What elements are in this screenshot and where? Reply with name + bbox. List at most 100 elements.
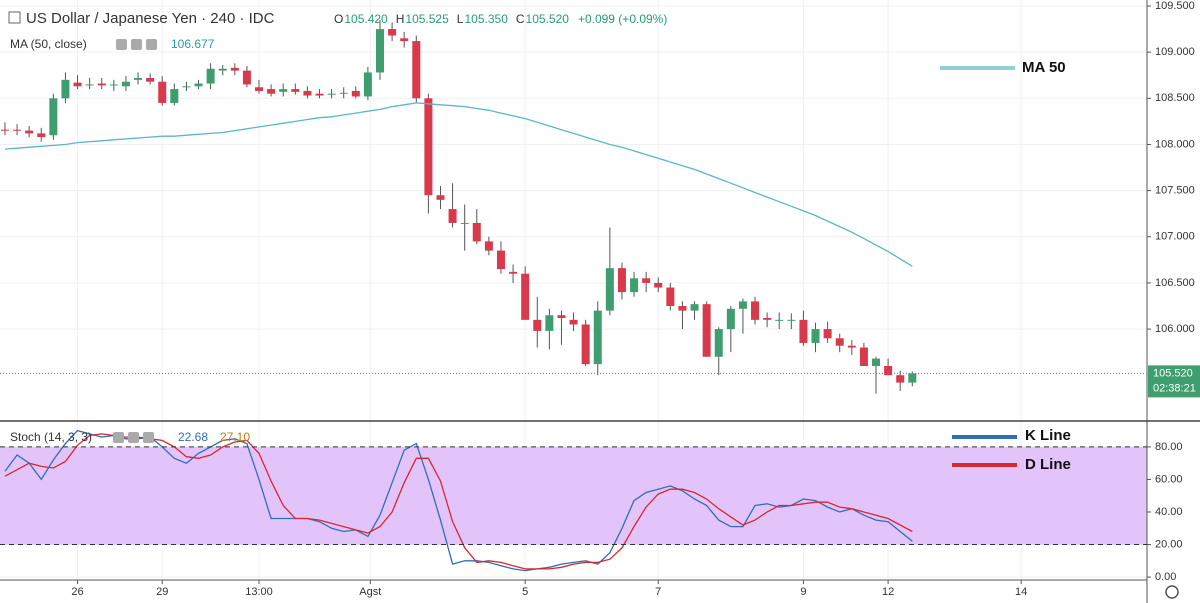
candle-body [230, 67, 239, 71]
candle-body [872, 358, 881, 366]
y-tick-label: 106.000 [1155, 323, 1195, 335]
candle-body [847, 345, 856, 348]
candle-body [714, 329, 723, 357]
candle-body [182, 86, 191, 88]
ohlc-value: 105.420 [344, 12, 388, 26]
k-value: 22.68 [178, 430, 208, 444]
d-line [4, 433, 913, 570]
countdown: 02:38:21 [1153, 382, 1196, 394]
candle-body [702, 304, 711, 357]
candle-body [726, 308, 735, 330]
collapse-icon[interactable] [8, 11, 21, 24]
candle-body [327, 93, 336, 95]
last-price-tag [1148, 365, 1200, 398]
eye-icon[interactable] [113, 432, 124, 443]
y-tick-label: 107.000 [1155, 231, 1195, 243]
x-tick-label: Agst [359, 586, 381, 598]
x-tick-label: 9 [800, 586, 806, 598]
candle-body [799, 319, 808, 343]
ohlc-key: O [334, 12, 343, 26]
y-tick-label: 109.000 [1155, 46, 1195, 58]
candle-body [859, 347, 868, 366]
y2-tick-label: 80.00 [1155, 441, 1183, 453]
ohlc-value: 105.350 [464, 12, 508, 26]
candle-body [533, 319, 542, 331]
candle-body [751, 301, 760, 320]
candle-body [85, 84, 94, 86]
candle-body [134, 78, 143, 80]
candle-body [896, 375, 905, 383]
x-tick-label: 26 [71, 586, 83, 598]
d-value: 27.10 [220, 430, 250, 444]
candle-body [569, 319, 578, 325]
candle-body [654, 282, 663, 288]
ohlc-value: 105.525 [405, 12, 449, 26]
candle-body [593, 310, 602, 365]
candle-body [666, 287, 675, 306]
candle-body [545, 315, 554, 331]
candle-body [617, 268, 626, 293]
candle-body [605, 268, 614, 311]
settings-icon[interactable] [128, 432, 139, 443]
d-legend: D Line [1025, 456, 1071, 473]
y2-tick-label: 40.00 [1155, 506, 1183, 518]
k-legend: K Line [1025, 427, 1071, 444]
y2-tick-label: 0.00 [1155, 571, 1176, 583]
k-line [4, 429, 913, 572]
x-tick-label: 29 [156, 586, 168, 598]
candle-body [738, 301, 747, 309]
candle-body [496, 250, 505, 270]
candle-body [170, 89, 179, 103]
candle-body [484, 241, 493, 251]
ma-legend: MA 50 [1022, 59, 1066, 76]
candle-body [630, 278, 639, 293]
x-tick-label: 12 [882, 586, 894, 598]
candle-body [97, 83, 106, 86]
ohlc-key: L [457, 12, 464, 26]
candle-body [521, 273, 530, 320]
candle-body [823, 329, 832, 339]
candle-body [412, 41, 421, 99]
candle-body [763, 318, 772, 320]
candle-body [811, 329, 820, 343]
candle-body [339, 92, 348, 94]
candle-body [121, 81, 130, 87]
candle-body [73, 82, 82, 87]
candle-body [908, 373, 917, 383]
candle-body [206, 68, 215, 84]
candle-body [436, 195, 445, 200]
ohlc-value: +0.099 (+0.09%) [578, 12, 667, 26]
settings-icon[interactable] [131, 39, 142, 50]
candle-body [255, 87, 264, 91]
candle-body [109, 84, 118, 86]
candle-body [787, 319, 796, 321]
settings-gear[interactable] [1165, 585, 1179, 599]
marks [0, 19, 917, 572]
candle-body [557, 315, 566, 318]
y2-tick-label: 20.00 [1155, 538, 1183, 550]
candle-body [351, 90, 360, 97]
candle-body [460, 222, 469, 224]
x-tick-label: 7 [655, 586, 661, 598]
close-icon[interactable] [143, 432, 154, 443]
candle-body [835, 338, 844, 346]
candle-body [775, 319, 784, 321]
stoch-label: Stoch (14, 3, 3) [10, 430, 92, 444]
candle-body [25, 130, 34, 134]
candle-body [884, 366, 893, 376]
candle-body [375, 29, 384, 73]
close-icon[interactable] [146, 39, 157, 50]
x-tick-label: 14 [1015, 586, 1027, 598]
candle-body [424, 98, 433, 196]
y-tick-label: 107.500 [1155, 185, 1195, 197]
candle-body [146, 78, 155, 82]
stoch-band [0, 446, 1147, 545]
candle-body [37, 133, 46, 138]
last-price-label: 105.520 [1153, 367, 1193, 379]
candle-body [303, 90, 312, 96]
eye-icon[interactable] [116, 39, 127, 50]
candle-body [279, 89, 288, 92]
y-tick-label: 108.000 [1155, 138, 1195, 150]
ohlc-key: C [516, 12, 525, 26]
